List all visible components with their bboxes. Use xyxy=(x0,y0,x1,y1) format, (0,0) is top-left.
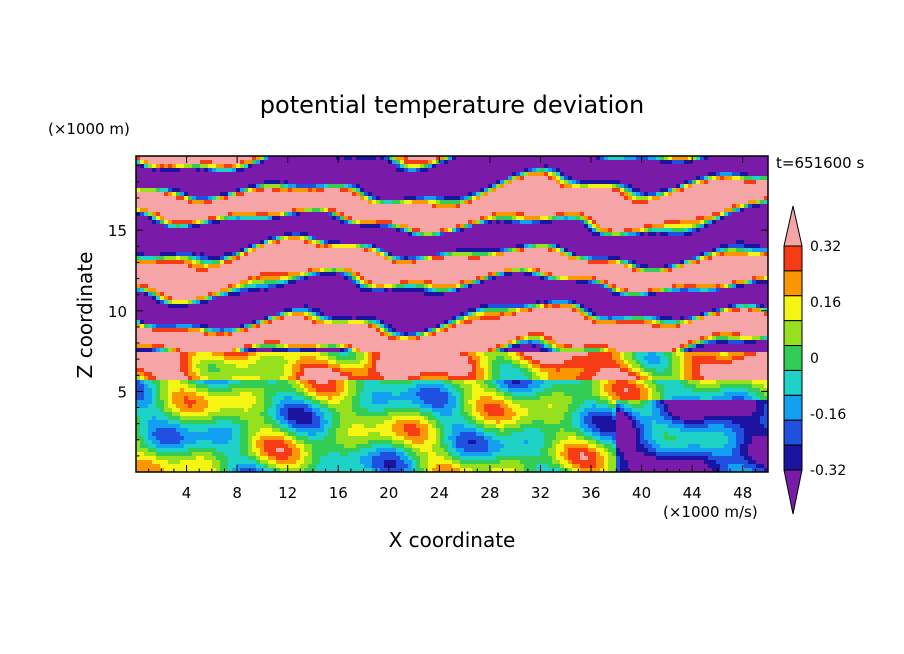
colorbar-swatch xyxy=(783,295,803,322)
x-tick-label: 44 xyxy=(683,484,702,502)
colorbar-swatch xyxy=(783,369,803,396)
x-tick-label: 40 xyxy=(632,484,651,502)
y-tick-label: 5 xyxy=(117,383,127,401)
x-tick-label: 24 xyxy=(430,484,449,502)
x-tick-label: 36 xyxy=(581,484,600,502)
colorbar-tick-label: 0 xyxy=(810,351,819,367)
y-tick-label: 15 xyxy=(108,222,127,240)
plot-area xyxy=(136,156,768,472)
colorbar-swatch xyxy=(783,444,803,471)
colorbar-swatch xyxy=(783,345,803,371)
colorbar-tick-label: 0.32 xyxy=(810,239,841,255)
colorbar-swatch xyxy=(783,270,803,297)
x-tick-label: 28 xyxy=(480,484,499,502)
colorbar-over-triangle xyxy=(783,205,803,247)
colorbar-swatch xyxy=(783,394,803,421)
colorbar-tick-label: 0.16 xyxy=(810,295,841,311)
colorbar-tick-label: -0.32 xyxy=(810,463,846,479)
time-label: t=651600 s xyxy=(776,154,864,172)
colorbar-swatch xyxy=(783,419,803,446)
y-unit-label: (×1000 m) xyxy=(48,120,130,138)
x-axis: 4 8 12 16 20 24 28 32 36 40 44 48 xyxy=(148,156,756,502)
chart-title: potential temperature deviation xyxy=(260,91,644,119)
colorbar-tick-label: -0.16 xyxy=(810,407,846,423)
x-tick-label: 8 xyxy=(232,484,242,502)
x-tick-label: 20 xyxy=(379,484,398,502)
x-tick-label: 4 xyxy=(182,484,192,502)
x-tick-label: 48 xyxy=(733,484,752,502)
colorbar: 0.32 0.16 0 -0.16 -0.32 xyxy=(783,205,846,515)
x-axis-label: X coordinate xyxy=(389,528,516,552)
x-tick-label: 32 xyxy=(531,484,550,502)
x-unit-label: (×1000 m/s) xyxy=(663,503,758,521)
x-tick-label: 12 xyxy=(278,484,297,502)
y-tick-label: 10 xyxy=(108,303,127,321)
y-axis: 5 10 15 xyxy=(108,165,768,457)
y-axis-label: Z coordinate xyxy=(73,252,97,379)
x-tick-label: 16 xyxy=(329,484,348,502)
colorbar-under-triangle xyxy=(783,469,803,515)
colorbar-swatch xyxy=(783,245,803,272)
colorbar-swatch xyxy=(783,320,803,347)
